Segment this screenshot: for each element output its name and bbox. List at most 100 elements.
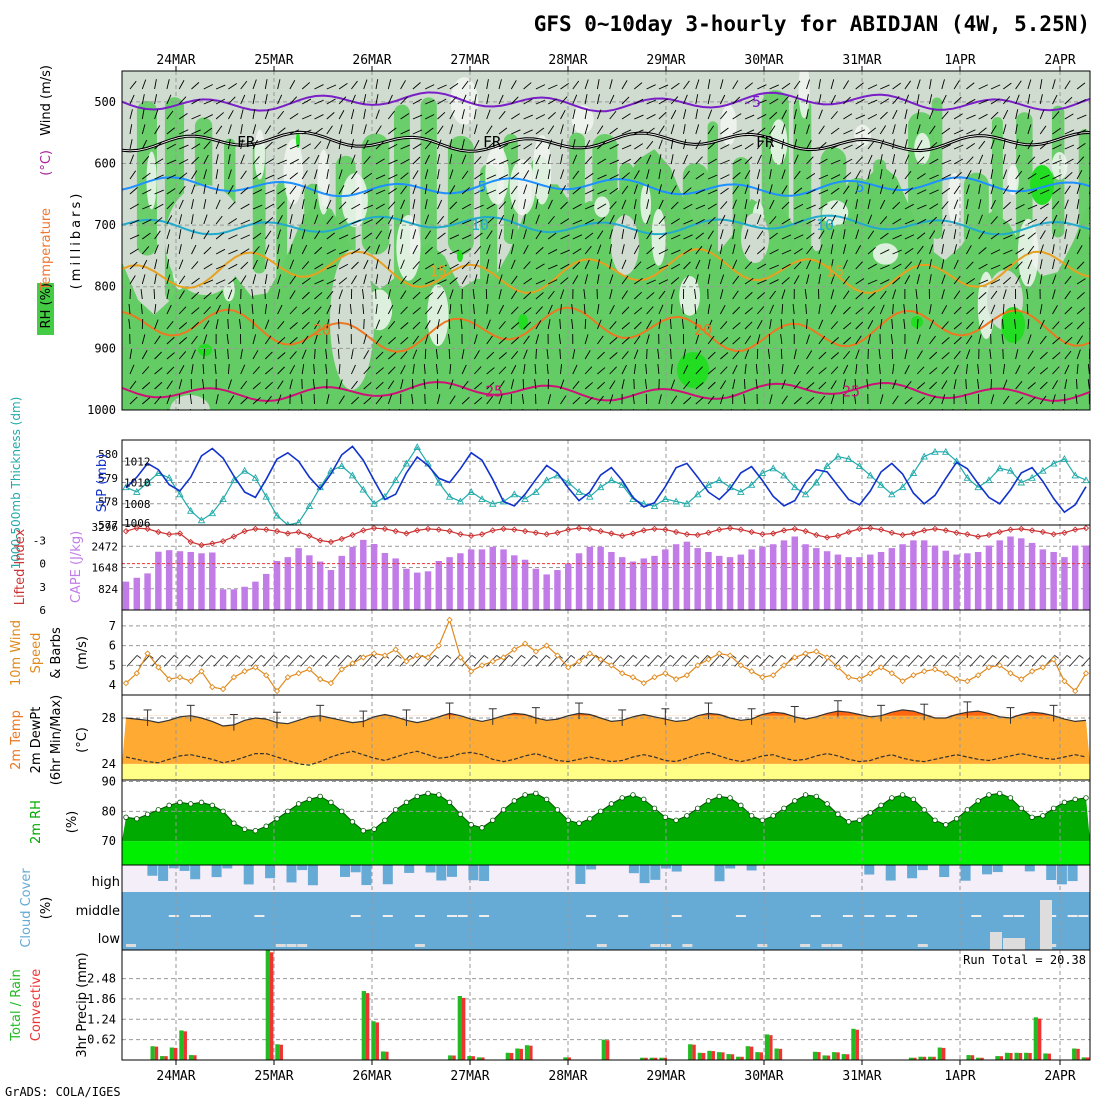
thickness-point — [1060, 454, 1069, 462]
upper-wind-barb — [350, 139, 355, 150]
surface-wind-barb — [126, 655, 138, 667]
upper-wind-barb — [375, 335, 383, 345]
rh-2m-point — [975, 798, 981, 804]
upper-wind-barb — [375, 79, 379, 90]
surface-wind-barb — [684, 655, 696, 667]
upper-wind-barb — [375, 367, 384, 375]
upper-wind-barb — [830, 144, 841, 150]
upper-wind-barb — [1064, 185, 1071, 195]
rh-2m-point — [317, 793, 323, 800]
upper-wind-barb — [818, 381, 827, 390]
cape-bar — [1071, 545, 1079, 610]
upper-wind-barb — [252, 94, 256, 105]
upper-wind-barb — [917, 411, 924, 419]
upper-wind-barb — [1064, 306, 1073, 315]
upper-wind-barb — [498, 321, 506, 330]
upper-wind-barb — [437, 215, 445, 225]
upper-wind-barb — [720, 159, 730, 165]
upper-wind-barb — [289, 158, 299, 165]
upper-wind-barb — [351, 203, 361, 210]
upper-wind-barb — [670, 154, 674, 165]
upper-wind-barb — [1027, 245, 1035, 255]
upper-wind-barb — [215, 319, 219, 330]
upper-wind-barb — [1039, 274, 1043, 285]
surface-wind-barb — [424, 655, 435, 667]
upper-wind-barb — [560, 395, 567, 405]
upper-wind-barb — [338, 379, 343, 390]
upper-wind-barb — [892, 303, 894, 315]
upper-wind-barb — [572, 170, 580, 180]
upper-wind-barb — [203, 334, 208, 345]
upper-wind-barb — [129, 219, 140, 225]
rh-2m-point — [651, 805, 658, 812]
upper-wind-barb — [695, 218, 705, 225]
upper-wind-barb — [547, 125, 555, 135]
upper-wind-barb — [696, 412, 703, 419]
upper-wind-barb — [511, 144, 521, 150]
cape-bar — [910, 540, 917, 610]
precip-total-bar — [524, 1045, 530, 1060]
surface-wind-barb-flag — [136, 655, 142, 659]
upper-wind-barb — [289, 229, 293, 240]
wind-legend-label: Wind (m/s) — [39, 65, 54, 136]
upper-wind-barb — [1087, 379, 1090, 390]
cloud-high-background — [122, 865, 1090, 892]
precip-total-bar — [265, 950, 270, 1060]
upper-wind-barb — [572, 275, 579, 285]
wind-speed-point — [1018, 676, 1025, 683]
upper-wind-barb — [227, 318, 229, 330]
upper-wind-barb — [166, 304, 172, 315]
upper-wind-barb — [966, 82, 975, 90]
upper-wind-barb — [953, 229, 957, 240]
wind-speed-point — [845, 674, 852, 681]
upper-wind-barb — [154, 79, 157, 90]
cape-bar — [974, 551, 982, 610]
upper-wind-barb — [278, 409, 280, 410]
upper-wind-barb — [806, 189, 816, 195]
upper-wind-barb — [1064, 275, 1072, 285]
upper-wind-barb — [633, 261, 642, 270]
cloud-middle-gap — [885, 915, 896, 917]
upper-wind-barb — [867, 84, 878, 90]
upper-wind-barb — [916, 124, 921, 135]
upper-wind-barb — [707, 189, 718, 195]
upper-wind-barb — [1064, 80, 1071, 90]
upper-wind-barb — [535, 99, 546, 105]
upper-wind-barb — [153, 288, 156, 300]
upper-wind-barb — [584, 397, 593, 405]
precip-convective-bar — [817, 1052, 821, 1060]
upper-wind-barb — [547, 184, 552, 195]
upper-wind-barb — [424, 263, 435, 270]
upper-wind-barb — [412, 244, 418, 255]
rh-2m-point — [1018, 805, 1024, 812]
upper-wind-barb — [707, 304, 711, 315]
upper-wind-barb — [903, 319, 906, 330]
upper-wind-barb — [804, 289, 807, 300]
thickness-tick-label: 580 — [98, 448, 118, 461]
upper-wind-barb — [220, 409, 221, 410]
upper-wind-barb — [830, 201, 838, 210]
upper-wind-barb — [326, 154, 330, 165]
upper-wind-barb — [178, 306, 187, 315]
upper-wind-barb — [535, 154, 541, 165]
upper-wind-barb — [989, 364, 992, 375]
upper-wind-barb — [732, 113, 742, 120]
upper-wind-barb — [179, 144, 189, 150]
upper-wind-barb — [437, 154, 441, 165]
rh-2m-point — [1061, 799, 1068, 806]
upper-wind-barb — [191, 364, 194, 375]
upper-wind-barb — [474, 382, 483, 390]
pressure-tick-label: 600 — [94, 156, 116, 170]
precip-convective-bar — [462, 997, 466, 1060]
upper-wind-barb — [202, 363, 205, 375]
cloud-high-bar — [1024, 865, 1035, 872]
upper-wind-barb — [830, 289, 835, 300]
upper-wind-barb — [326, 290, 334, 300]
upper-wind-barb — [1027, 109, 1031, 120]
upper-wind-barb — [448, 334, 451, 345]
slp-grid — [122, 440, 1090, 525]
upper-wind-barb — [609, 94, 615, 105]
upper-wind-barb — [142, 397, 151, 405]
upper-wind-barb — [929, 142, 938, 150]
upper-wind-barb — [707, 274, 711, 285]
